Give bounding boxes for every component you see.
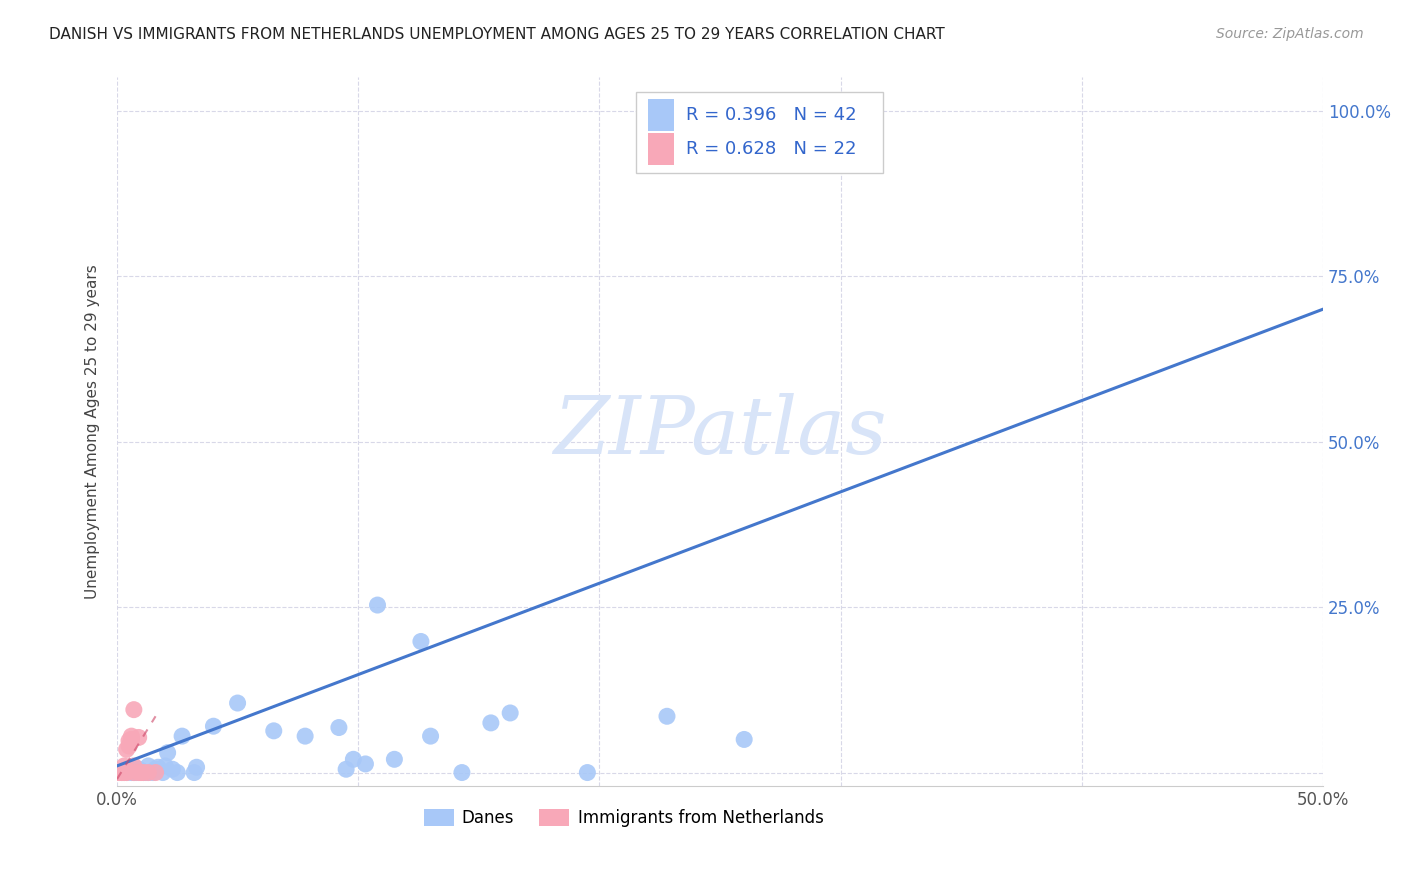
Point [129,764,152,778]
Point [226,696,249,710]
Point [335,762,357,776]
Point [136,765,159,780]
Point [132,765,155,780]
Point [112,765,135,780]
Point [120,765,142,780]
Point [115,742,138,756]
Point [186,760,208,774]
Point [142,765,165,780]
Point [108,765,131,780]
Point [122,703,145,717]
Point [499,706,522,720]
Point [479,715,502,730]
Point [451,765,474,780]
Point [120,732,142,747]
Text: DANISH VS IMMIGRANTS FROM NETHERLANDS UNEMPLOYMENT AMONG AGES 25 TO 29 YEARS COR: DANISH VS IMMIGRANTS FROM NETHERLANDS UN… [49,27,945,42]
Point [733,732,755,747]
Text: R = 0.628   N = 22: R = 0.628 N = 22 [686,140,856,158]
Point [136,759,159,773]
Point [111,765,134,780]
Point [132,765,155,780]
Point [354,756,377,771]
Point [112,765,135,780]
Point [111,765,134,780]
Text: R = 0.396   N = 42: R = 0.396 N = 42 [686,106,856,124]
Point [105,765,128,780]
Point [122,765,145,780]
Point [128,765,150,780]
Point [576,765,599,780]
Point [366,598,388,612]
Point [263,723,285,738]
Point [166,765,188,780]
Point [122,765,145,780]
Point [328,721,350,735]
Point [135,765,157,780]
Point [118,739,141,753]
Point [152,765,174,780]
Point [172,729,194,743]
Point [384,752,406,766]
Point [155,759,177,773]
Point [112,759,135,773]
Point [125,765,148,780]
FancyBboxPatch shape [636,92,883,173]
Point [128,762,150,776]
Point [162,762,184,776]
Point [183,765,205,780]
Legend: Danes, Immigrants from Netherlands: Danes, Immigrants from Netherlands [416,803,831,834]
Point [115,762,138,776]
Point [129,765,152,780]
Point [145,765,167,780]
Point [146,760,169,774]
Point [136,765,159,780]
Y-axis label: Unemployment Among Ages 25 to 29 years: Unemployment Among Ages 25 to 29 years [86,264,100,599]
Point [115,765,138,780]
Point [122,762,145,776]
Point [120,729,142,743]
Text: Source: ZipAtlas.com: Source: ZipAtlas.com [1216,27,1364,41]
Bar [648,133,675,164]
Point [409,634,432,648]
Point [342,752,364,766]
Point [128,731,150,745]
Point [118,733,141,747]
Point [115,765,138,780]
Point [419,729,441,743]
Text: ZIPatlas: ZIPatlas [554,392,887,470]
Point [294,729,316,743]
Point [120,732,142,747]
Point [156,746,179,760]
Bar [648,99,675,130]
Point [202,719,225,733]
Point [122,759,145,773]
Point [145,762,167,776]
Point [655,709,678,723]
